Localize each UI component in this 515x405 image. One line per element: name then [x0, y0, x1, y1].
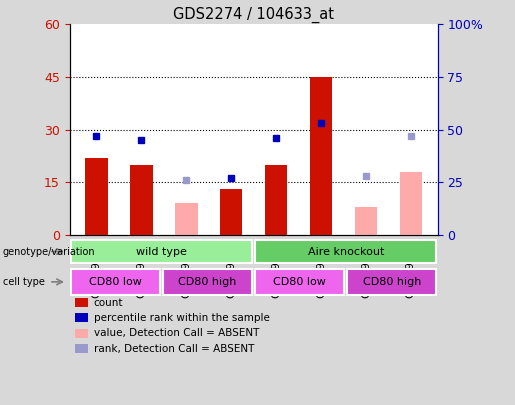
Bar	[310, 77, 332, 235]
Text: CD80 high: CD80 high	[178, 277, 237, 287]
FancyBboxPatch shape	[163, 269, 252, 295]
Text: CD80 high: CD80 high	[363, 277, 421, 287]
Text: rank, Detection Call = ABSENT: rank, Detection Call = ABSENT	[94, 344, 254, 354]
Title: GDS2274 / 104633_at: GDS2274 / 104633_at	[173, 7, 334, 23]
Bar	[130, 165, 152, 235]
Text: percentile rank within the sample: percentile rank within the sample	[94, 313, 270, 323]
Text: Aire knockout: Aire knockout	[307, 247, 384, 256]
Text: CD80 low: CD80 low	[89, 277, 142, 287]
Bar	[265, 165, 287, 235]
Text: wild type: wild type	[136, 247, 187, 256]
Bar	[400, 172, 422, 235]
Bar	[175, 203, 198, 235]
FancyBboxPatch shape	[71, 241, 252, 262]
Text: value, Detection Call = ABSENT: value, Detection Call = ABSENT	[94, 328, 259, 338]
Bar	[220, 189, 243, 235]
FancyBboxPatch shape	[255, 241, 436, 262]
FancyBboxPatch shape	[255, 269, 345, 295]
Text: genotype/variation: genotype/variation	[3, 247, 95, 256]
FancyBboxPatch shape	[71, 269, 160, 295]
Text: count: count	[94, 298, 123, 307]
Text: CD80 low: CD80 low	[273, 277, 326, 287]
Bar	[355, 207, 377, 235]
Bar	[85, 158, 108, 235]
Text: cell type: cell type	[3, 277, 44, 287]
FancyBboxPatch shape	[347, 269, 436, 295]
